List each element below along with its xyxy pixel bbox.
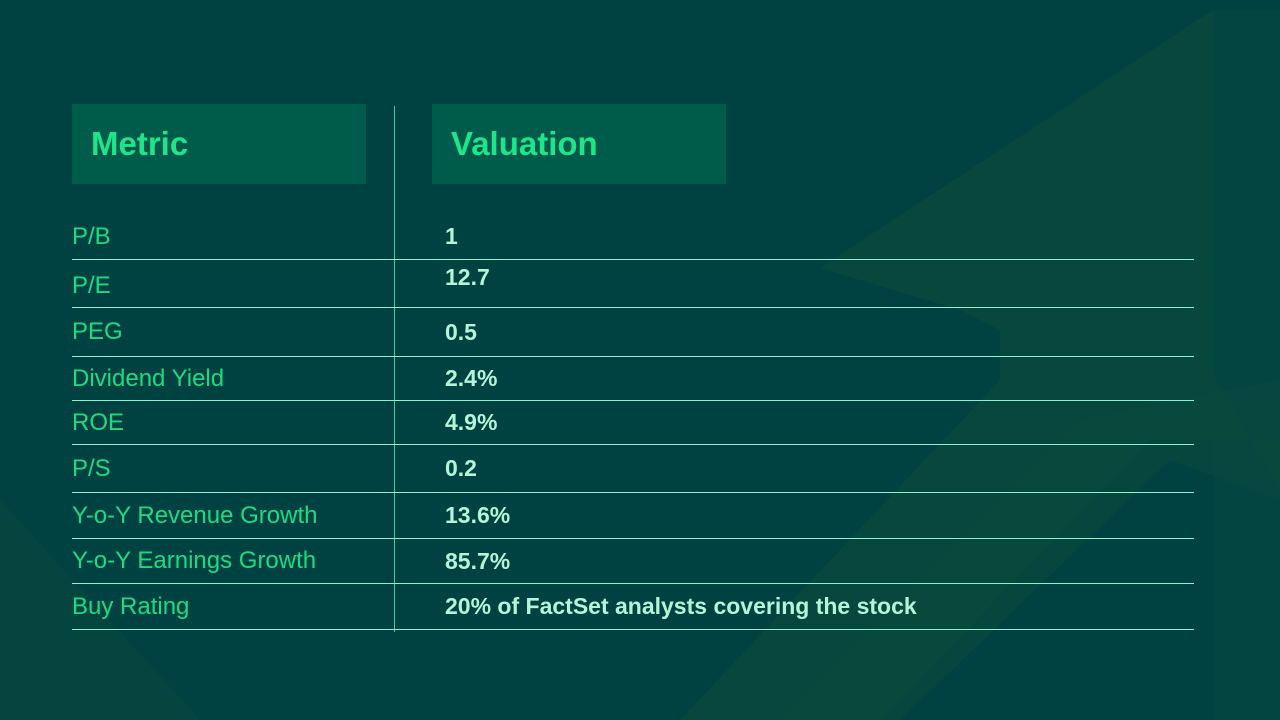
metric-value: 20% of FactSet analysts covering the sto… [445,593,917,619]
table-row: Dividend Yield 2.4% [72,357,1194,401]
metric-label: Buy Rating [72,592,190,620]
metric-value: 0.2 [445,455,477,481]
metric-label: Dividend Yield [72,364,225,392]
header-metric: Metric [72,104,366,184]
metric-value: 85.7% [445,547,511,574]
metric-value: 13.6% [445,502,511,528]
table-row: PEG 0.5 [72,308,1194,357]
table-row: P/E 12.7 [72,260,1194,308]
table-row: P/B 1 [72,214,1194,260]
metric-label: ROE [72,408,125,436]
metrics-table: P/B 1 P/E 12.7 PEG 0.5 Dividend Yield 2.… [72,214,1194,630]
metric-value: 4.9% [445,409,498,435]
column-divider [394,106,395,632]
metric-value: 0.5 [445,318,477,345]
header-valuation-label: Valuation [451,125,598,162]
metric-label: Y-o-Y Revenue Growth [72,501,318,529]
metric-label: P/S [72,454,111,482]
metric-label: P/B [72,222,111,250]
metric-value: 2.4% [445,365,498,391]
table-row: P/S 0.2 [72,445,1194,493]
table-row: Y-o-Y Earnings Growth 85.7% [72,539,1194,584]
metric-label: P/E [72,272,111,299]
table-row: Buy Rating 20% of FactSet analysts cover… [72,584,1194,630]
table-row: ROE 4.9% [72,401,1194,445]
metric-label: PEG [72,318,123,345]
header-valuation: Valuation [432,104,726,184]
metric-value: 12.7 [445,264,490,290]
metric-label: Y-o-Y Earnings Growth [72,547,317,574]
table-row: Y-o-Y Revenue Growth 13.6% [72,493,1194,539]
metric-value: 1 [445,223,458,249]
header-metric-label: Metric [91,125,189,162]
